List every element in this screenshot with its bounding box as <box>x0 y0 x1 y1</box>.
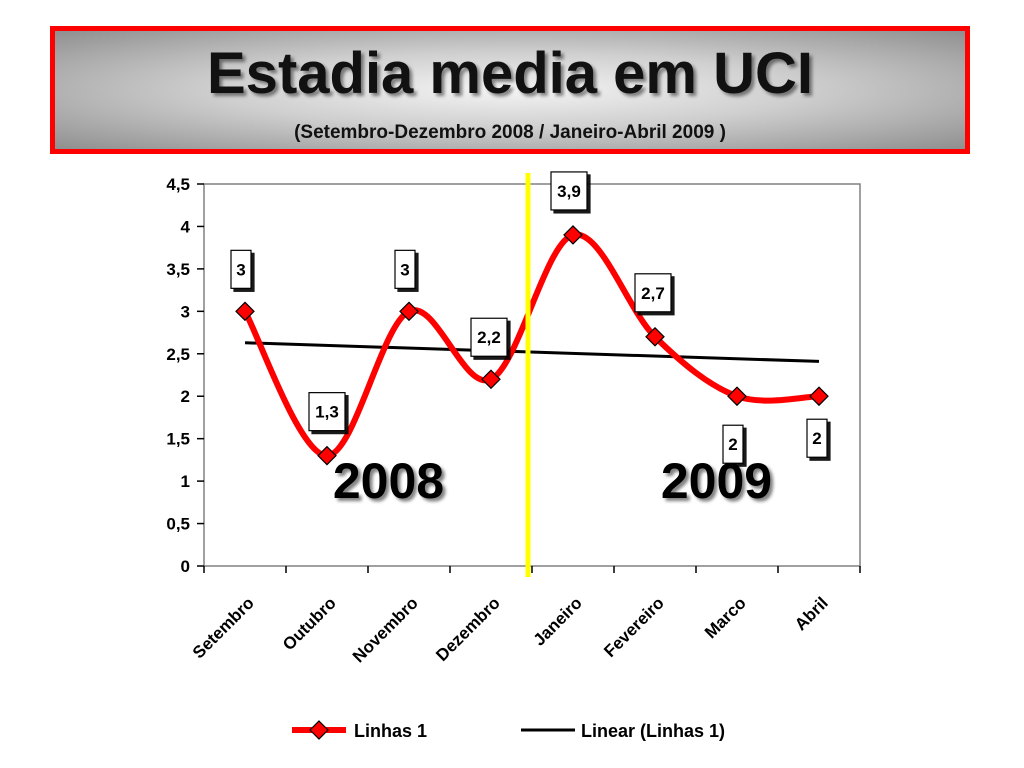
data-point-marker <box>399 301 419 322</box>
year-annotation: 2008 <box>333 453 444 509</box>
plot-area <box>203 183 861 567</box>
trendline <box>244 341 820 363</box>
data-label: 1,3 <box>308 392 346 432</box>
data-label: 2,7 <box>634 273 672 313</box>
data-label-box <box>470 317 508 357</box>
y-tick-label: 2 <box>181 387 190 406</box>
data-label-text: 3 <box>236 260 245 279</box>
y-tick-label: 1 <box>181 472 190 491</box>
title-banner: Estadia media em UCI (Setembro-Dezembro … <box>50 26 970 154</box>
data-label-text: 2,7 <box>641 284 665 303</box>
data-label-box <box>230 249 252 289</box>
data-label-box <box>634 273 672 313</box>
data-label-box <box>722 424 744 464</box>
x-category-label: Novembro <box>349 593 422 666</box>
y-tick-label: 2,5 <box>166 345 190 364</box>
data-point-marker <box>809 386 829 407</box>
data-point-marker <box>481 369 501 390</box>
legend-marker-series <box>309 720 329 740</box>
data-label-text: 3 <box>400 260 409 279</box>
legend-label-trendline: Linear (Linhas 1) <box>581 721 725 741</box>
y-tick-label: 0 <box>181 557 190 576</box>
y-axis: 0 0,5 1 1,5 2 2,5 3 3,5 4 4,5 <box>166 175 204 576</box>
data-point-marker <box>235 301 255 322</box>
x-category-label: Fevereiro <box>600 593 668 661</box>
data-label: 2 <box>722 424 744 464</box>
x-category-label: Setembro <box>189 593 258 662</box>
data-label-layer: 3 1,3 3 2,2 3,9 2,7 2 2 <box>230 171 828 464</box>
data-label-box <box>394 249 416 289</box>
chart-subtitle: (Setembro-Dezembro 2008 / Janeiro-Abril … <box>294 122 726 143</box>
annotation-layer: 2008 2009 <box>333 453 772 509</box>
data-label: 3,9 <box>550 171 588 211</box>
data-point-marker <box>645 326 665 347</box>
data-point-marker <box>563 225 583 245</box>
x-axis: Setembro Outubro Novembro Dezembro Janeiro Fe… <box>189 566 861 666</box>
data-label-text: 1,3 <box>315 403 339 422</box>
data-label: 3 <box>230 249 252 289</box>
x-category-label: Outubro <box>279 593 340 654</box>
data-point-marker <box>727 386 747 407</box>
data-point-marker <box>317 445 337 466</box>
y-tick-label: 4 <box>181 217 191 236</box>
y-tick-label: 4,5 <box>166 175 190 194</box>
x-category-label: Janeiro <box>530 593 586 649</box>
chart-title: Estadia media em UCI <box>207 41 813 106</box>
year-annotation: 2009 <box>661 453 772 509</box>
y-tick-label: 1,5 <box>166 430 190 449</box>
data-label-box <box>308 392 346 432</box>
data-label: 3 <box>394 249 416 289</box>
data-label-text: 2 <box>728 435 737 454</box>
data-label-text: 2 <box>812 429 821 448</box>
y-tick-label: 3 <box>181 302 190 321</box>
y-tick-label: 0,5 <box>166 515 190 534</box>
trendline-layer <box>244 341 820 363</box>
data-label-text: 3,9 <box>557 182 581 201</box>
data-label-box <box>550 171 588 211</box>
x-category-label: Abril <box>791 593 832 634</box>
data-label-box <box>806 418 828 458</box>
x-category-label: Dezembro <box>432 593 504 665</box>
data-label: 2 <box>806 418 828 458</box>
x-category-label: Marco <box>701 593 750 642</box>
y-tick-label: 3,5 <box>166 260 190 279</box>
data-label-text: 2,2 <box>477 328 501 347</box>
series-layer <box>235 225 829 466</box>
data-label: 2,2 <box>470 317 508 357</box>
legend-label-series: Linhas 1 <box>354 721 427 741</box>
legend: Linhas 1 Linear (Linhas 1) <box>292 720 725 741</box>
